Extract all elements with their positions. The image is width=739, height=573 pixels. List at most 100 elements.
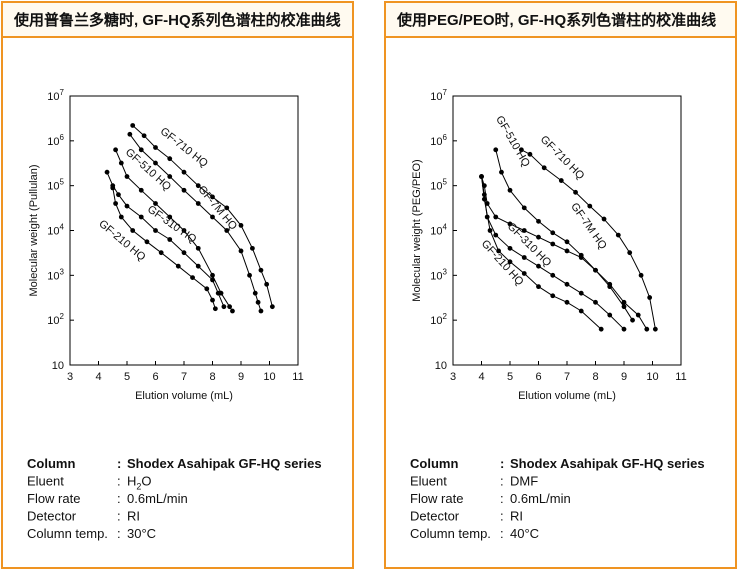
- panel: 使用PEG/PEO时, GF-HQ系列色谱柱的校准曲线 3 4 5 6 7 8 9 10 11 10…: [384, 1, 737, 569]
- data-point: [647, 295, 653, 300]
- y-tick-label: 105: [430, 178, 447, 193]
- data-point: [487, 228, 493, 233]
- y-tick-label: 10: [52, 360, 64, 372]
- panel-header: [3, 3, 352, 37]
- y-tick-base: 10: [430, 270, 442, 282]
- data-point: [167, 156, 173, 162]
- data-point: [521, 228, 527, 233]
- data-point: [630, 317, 635, 323]
- condition-label: Detector: [410, 509, 460, 524]
- data-point: [195, 183, 201, 189]
- data-point: [598, 326, 604, 332]
- y-tick-exponent: 2: [60, 312, 65, 321]
- x-tick-label: 4: [478, 371, 484, 383]
- data-point: [210, 214, 215, 220]
- condition-separator: :: [500, 491, 504, 506]
- data-point: [615, 232, 621, 238]
- x-tick-label: 6: [535, 371, 541, 383]
- data-point: [238, 248, 244, 254]
- y-tick-label: 105: [47, 178, 64, 193]
- y-tick-base: 10: [430, 136, 442, 148]
- y-tick-base: 10: [47, 91, 59, 103]
- y-tick-label: 107: [430, 88, 447, 103]
- condition-separator: :: [117, 474, 121, 489]
- data-point: [141, 133, 147, 139]
- data-point: [118, 214, 124, 220]
- data-point: [564, 281, 570, 287]
- data-point: [153, 201, 158, 206]
- data-point: [507, 187, 513, 193]
- y-tick-exponent: 6: [443, 133, 448, 142]
- y-tick-base: 10: [47, 315, 59, 327]
- y-tick-label: 106: [47, 133, 64, 148]
- x-tick-label: 3: [67, 371, 73, 383]
- x-tick-label: 5: [507, 371, 513, 383]
- y-tick-label: 102: [430, 312, 447, 327]
- x-tick-label: 9: [621, 371, 627, 383]
- condition-separator: :: [500, 526, 504, 541]
- condition-label: Column temp.: [410, 526, 491, 541]
- data-point: [195, 263, 201, 269]
- series-line: [521, 149, 656, 330]
- y-tick-base: 10: [430, 181, 442, 193]
- x-axis-label: Elution volume (mL): [135, 390, 233, 402]
- data-point: [224, 228, 230, 233]
- data-point: [227, 304, 233, 310]
- y-tick-base: 10: [430, 315, 442, 327]
- data-point: [550, 241, 556, 247]
- y-tick-label: 104: [430, 223, 447, 238]
- y-tick-label: 107: [47, 88, 64, 103]
- data-point: [564, 239, 570, 245]
- data-point: [627, 250, 633, 256]
- y-tick-base: 10: [47, 136, 59, 148]
- y-tick-exponent: 5: [60, 178, 65, 187]
- data-point: [499, 169, 504, 175]
- data-point: [104, 169, 110, 175]
- data-point: [607, 284, 613, 290]
- x-tick-label: 5: [124, 371, 130, 383]
- data-point: [550, 293, 556, 299]
- panel-header: [386, 3, 735, 37]
- condition-label: Eluent: [27, 474, 64, 489]
- data-point: [521, 255, 527, 260]
- data-point: [181, 169, 187, 175]
- y-tick-exponent: 6: [60, 133, 65, 142]
- data-point: [153, 228, 158, 233]
- x-tick-label: 3: [450, 371, 456, 383]
- x-tick-label: 7: [564, 371, 570, 383]
- data-point: [195, 201, 201, 206]
- data-point: [578, 290, 584, 296]
- data-point: [130, 228, 136, 233]
- data-point: [255, 299, 261, 305]
- data-point: [558, 178, 564, 183]
- data-point: [638, 272, 644, 278]
- condition-value: DMF: [510, 474, 538, 489]
- data-point: [573, 189, 578, 195]
- condition-value: 30°C: [127, 526, 156, 541]
- data-point: [269, 304, 275, 310]
- data-point: [181, 187, 187, 193]
- data-point: [479, 174, 484, 179]
- data-point: [153, 145, 158, 150]
- data-point: [493, 147, 499, 153]
- x-tick-label: 7: [181, 371, 187, 383]
- data-point: [124, 174, 130, 179]
- y-tick-exponent: 2: [443, 312, 448, 321]
- data-point: [496, 248, 501, 254]
- series-line: [115, 149, 233, 312]
- data-point: [230, 308, 235, 314]
- data-point: [607, 312, 613, 318]
- condition-separator: :: [500, 474, 504, 489]
- condition-label: Column temp.: [27, 526, 108, 541]
- data-point: [507, 245, 513, 251]
- data-point: [564, 248, 570, 254]
- data-point: [210, 194, 215, 200]
- data-point: [541, 165, 547, 171]
- data-point: [601, 216, 607, 222]
- condition-label: Column: [27, 456, 75, 471]
- data-point: [138, 214, 144, 220]
- series-line: [495, 149, 633, 321]
- data-point: [519, 147, 524, 153]
